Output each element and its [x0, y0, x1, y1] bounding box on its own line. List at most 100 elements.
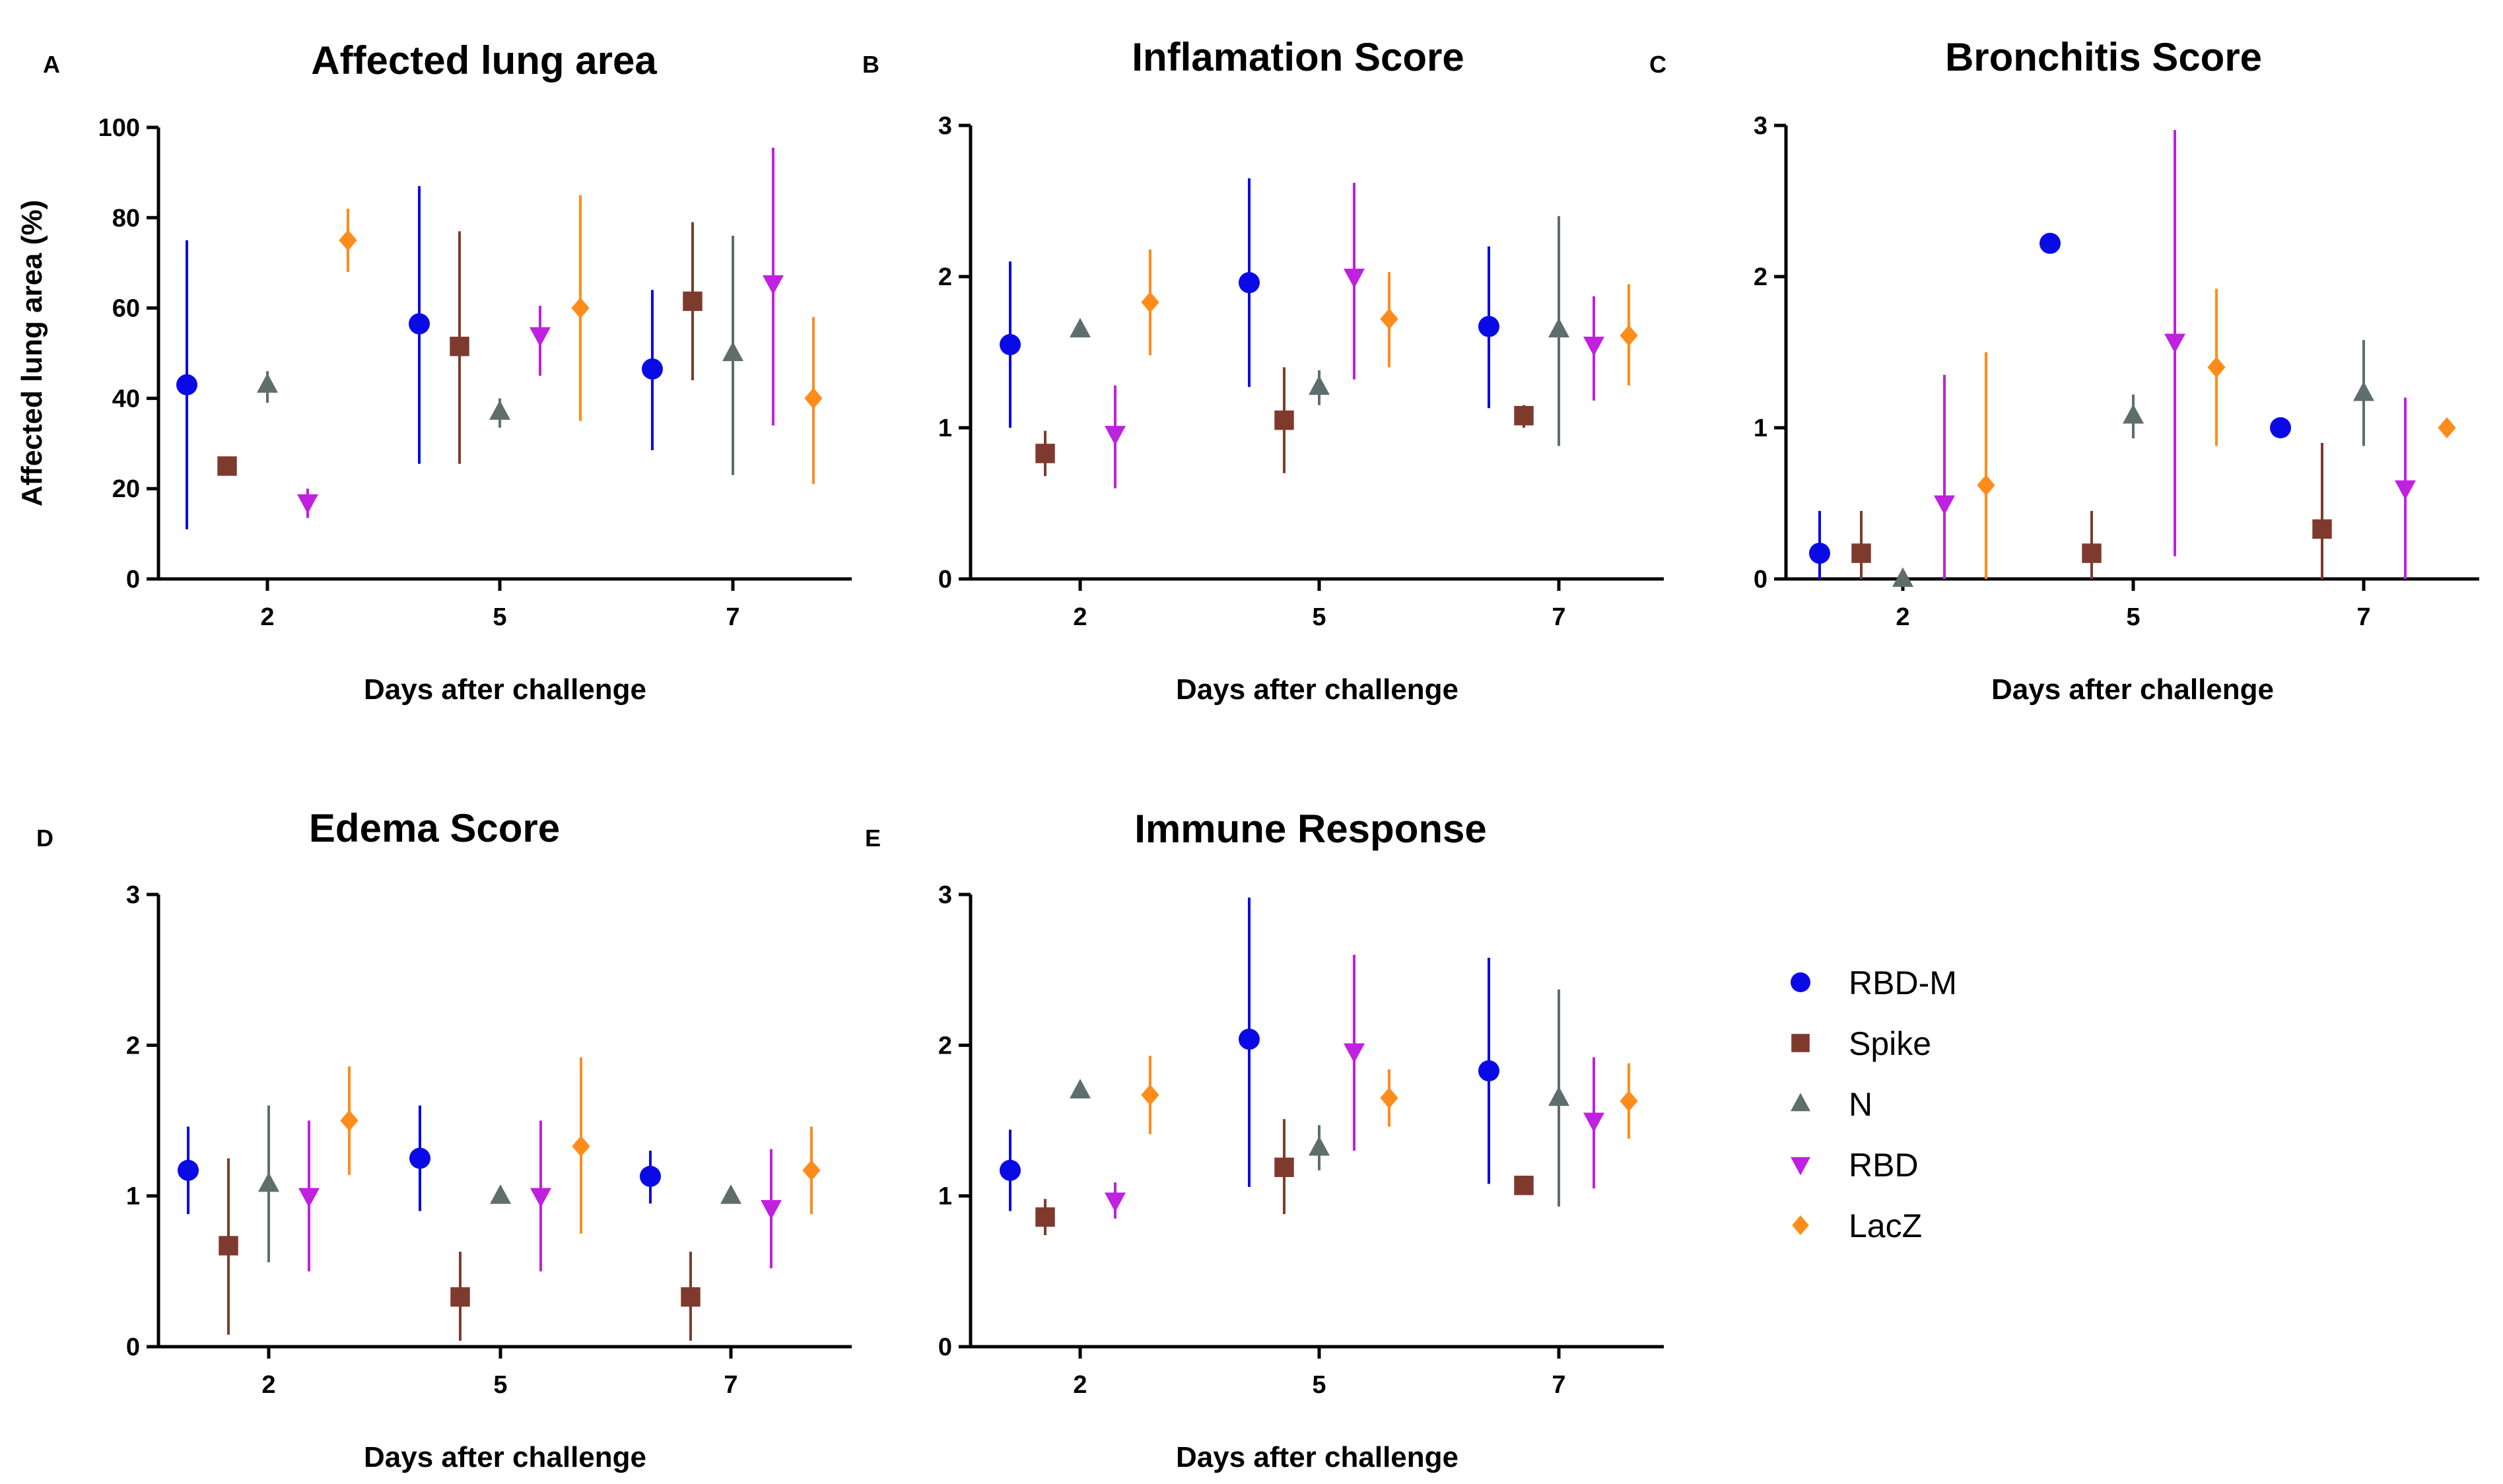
data-point-rbd-m: [1000, 1159, 1021, 1181]
data-point-rbd-m: [178, 1159, 199, 1181]
y-tick-label: 0: [938, 1333, 952, 1361]
data-point-n: [1548, 1086, 1569, 1106]
data-point-rbd-m: [2270, 417, 2291, 438]
y-tick-label: 2: [126, 1032, 140, 1060]
data-point-spike: [2082, 543, 2102, 563]
x-tick-label: 7: [724, 1371, 737, 1399]
data-point-lacz: [802, 1159, 821, 1181]
data-point-n: [1309, 375, 1330, 395]
data-point-n: [490, 1184, 511, 1204]
x-axis-label: Days after challenge: [1991, 673, 2274, 706]
x-tick-label: 2: [261, 1371, 275, 1399]
data-point-lacz: [340, 1110, 359, 1131]
legend-label-lacz: LacZ: [1849, 1207, 1922, 1244]
data-point-rbd-m: [1478, 1060, 1499, 1082]
y-tick-label: 3: [1754, 112, 1767, 140]
data-point-spike: [219, 1236, 238, 1256]
panel-label: A: [43, 51, 60, 78]
panel-d: D Edema Score 0 1 2 3 2 5 7 Days after challenge: [36, 806, 852, 1473]
legend-label-rbd: RBD: [1849, 1147, 1919, 1184]
data-point-lacz: [1977, 475, 1995, 496]
data-point-lacz: [1141, 1084, 1159, 1106]
legend-marker-n: [1791, 1093, 1810, 1112]
data-point-spike: [2312, 519, 2332, 539]
x-tick-label: 7: [726, 603, 739, 631]
data-point-spike: [217, 456, 237, 476]
data-point-lacz: [572, 1135, 590, 1157]
data-point-rbd: [530, 327, 551, 347]
y-tick-label: 1: [938, 415, 952, 442]
panel-label: C: [1649, 51, 1666, 78]
legend-marker-spike: [1791, 1034, 1810, 1052]
x-tick-label: 5: [2126, 603, 2140, 631]
data-point-n: [720, 1184, 741, 1204]
data-point-lacz: [1380, 1087, 1398, 1109]
x-tick-label: 7: [2356, 603, 2370, 631]
panel-label: E: [865, 825, 881, 852]
data-point-n: [722, 341, 743, 361]
data-point-lacz: [1141, 291, 1159, 313]
data-point-spike: [1514, 1175, 1534, 1196]
x-axis-label: Days after challenge: [1176, 1441, 1458, 1473]
data-point-n: [1892, 567, 1913, 587]
data-point-rbd: [297, 494, 318, 514]
y-tick-label: 1: [126, 1183, 140, 1211]
panel-c: C Bronchitis Score 0 1 2 3 2 5 7 Days after chall…: [1649, 35, 2479, 706]
data-point-lacz: [1620, 1090, 1638, 1112]
data-point-rbd: [1105, 426, 1126, 446]
data-point-spike: [1514, 405, 1534, 426]
y-tick-label: 1: [1754, 415, 1767, 442]
data-point-rbd: [761, 1199, 782, 1220]
chart-title: Bronchitis Score: [1945, 35, 2262, 79]
chart-title: Edema Score: [309, 806, 560, 850]
data-point-lacz: [2438, 417, 2456, 438]
data-point-rbd-m: [409, 1147, 430, 1169]
data-point-rbd-m: [1478, 316, 1499, 337]
panel-e: E Immune Response 0 1 2 3 2 5 7 Days after challe…: [865, 807, 1664, 1473]
data-point-rbd: [2164, 333, 2185, 354]
data-point-rbd-m: [176, 374, 197, 395]
y-tick-label: 20: [112, 475, 140, 503]
data-point-rbd-m: [640, 1165, 661, 1187]
legend-label-spike: Spike: [1849, 1025, 1931, 1062]
legend-marker-rbd: [1791, 1157, 1810, 1176]
x-axis-label: Days after challenge: [364, 673, 646, 706]
data-point-rbd: [1583, 337, 1604, 356]
data-point-lacz: [1620, 325, 1638, 347]
data-point-n: [2353, 381, 2374, 401]
y-axis-label: Affected lung area (%): [16, 200, 48, 507]
x-tick-label: 7: [1552, 1371, 1565, 1399]
data-point-lacz: [339, 230, 357, 251]
x-tick-label: 5: [493, 1371, 507, 1399]
data-point-n: [258, 1172, 279, 1192]
legend-label-rbd-m: RBD-M: [1849, 964, 1957, 1001]
y-tick-label: 2: [938, 263, 952, 291]
x-tick-label: 2: [1073, 603, 1087, 631]
y-tick-label: 0: [126, 1333, 140, 1361]
x-tick-label: 2: [260, 603, 274, 631]
x-tick-label: 5: [1312, 603, 1326, 631]
data-point-spike: [450, 337, 469, 356]
data-point-spike: [1035, 444, 1055, 463]
y-tick-label: 2: [938, 1032, 952, 1060]
data-point-lacz: [804, 388, 823, 409]
y-tick-label: 0: [938, 566, 952, 593]
x-axis-label: Days after challenge: [1176, 673, 1458, 706]
legend: RBD-M Spike N RBD LacZ: [1791, 964, 1957, 1244]
x-axis-label: Days after challenge: [364, 1441, 646, 1473]
data-point-spike: [1274, 1157, 1294, 1178]
x-tick-label: 2: [1896, 603, 1909, 631]
legend-marker-rbd-m: [1791, 972, 1810, 992]
panel-a: A Affected lung area 0 20 40 60 80 100 2 5 7 Days a…: [16, 38, 852, 706]
data-point-lacz: [571, 297, 590, 319]
data-point-rbd-m: [2040, 232, 2061, 254]
chart-title: Immune Response: [1134, 807, 1486, 851]
data-point-spike: [683, 291, 703, 312]
data-point-spike: [1274, 410, 1294, 430]
x-tick-label: 7: [1552, 603, 1565, 631]
data-point-rbd: [763, 275, 784, 295]
data-point-rbd-m: [642, 358, 663, 380]
data-point-spike: [681, 1287, 701, 1307]
panel-b: B Inflamation Score 0 1 2 3 2 5 7 Days after chal…: [862, 35, 1664, 706]
data-point-rbd-m: [1809, 543, 1830, 564]
